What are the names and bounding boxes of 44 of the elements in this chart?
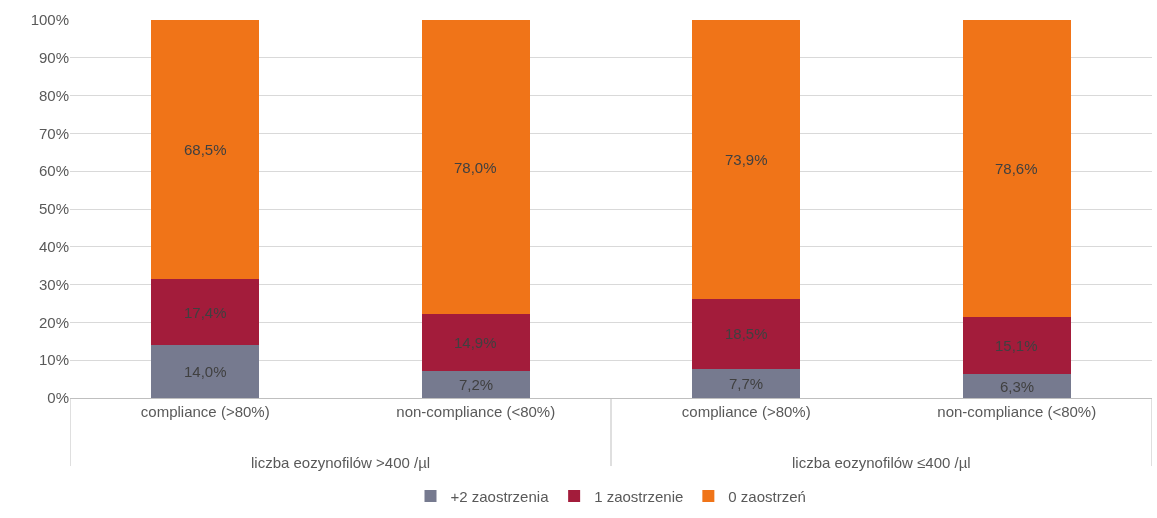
data-label: 6,3%	[1000, 378, 1035, 395]
bar	[421, 370, 530, 398]
bar	[151, 279, 260, 346]
y-tick-label: 30%	[38, 275, 69, 293]
x-tick-label: non-compliance (<80%)	[396, 403, 556, 420]
text: liczba eozynofilów >400 /µl	[251, 454, 431, 471]
data-label: 78,6%	[995, 160, 1038, 177]
bar	[421, 314, 530, 371]
bar	[962, 374, 1071, 398]
bar	[962, 317, 1071, 375]
y-tick-label: 40%	[38, 238, 69, 256]
y-tick-label: 70%	[38, 124, 69, 142]
legend-label: 0 zaostrzeń	[728, 487, 806, 505]
legend-label: +2 zaostrzenia	[450, 487, 550, 505]
y-tick-label: 50%	[38, 200, 69, 218]
y-tick-label: 60%	[38, 162, 69, 180]
data-label: 73,9%	[725, 151, 768, 168]
bar	[151, 20, 260, 280]
x-tick-label: compliance (>80%)	[140, 403, 270, 420]
bar	[962, 20, 1071, 318]
y-tick-label: 20%	[38, 313, 69, 331]
data-label: 14,9%	[454, 334, 497, 351]
x-tick-label: compliance (>80%)	[681, 403, 811, 420]
y-tick-label: 80%	[38, 86, 69, 104]
legend-label: 1 zaostrzenie	[594, 487, 684, 505]
x-tick-label: non-compliance (<80%)	[937, 403, 1097, 420]
data-label: 7,2%	[459, 376, 494, 393]
y-tick-label: 90%	[38, 49, 69, 67]
data-label: 18,5%	[725, 325, 768, 342]
data-label: 17,4%	[184, 304, 227, 321]
bar	[692, 20, 801, 299]
data-label: 68,5%	[184, 141, 227, 158]
y-tick-label: 100%	[30, 11, 69, 29]
data-label: 78,0%	[454, 159, 497, 176]
text: liczba eozynofilów ≤400 /µl	[792, 454, 971, 471]
bar	[151, 345, 260, 398]
y-tick-label: 10%	[38, 351, 69, 369]
data-label: 15,1%	[995, 337, 1038, 354]
y-tick-label: 0%	[47, 389, 69, 407]
data-label: 14,0%	[184, 363, 227, 380]
bar	[692, 298, 801, 369]
data-label: 7,7%	[729, 375, 764, 392]
bar	[421, 20, 530, 315]
bar	[692, 368, 801, 398]
